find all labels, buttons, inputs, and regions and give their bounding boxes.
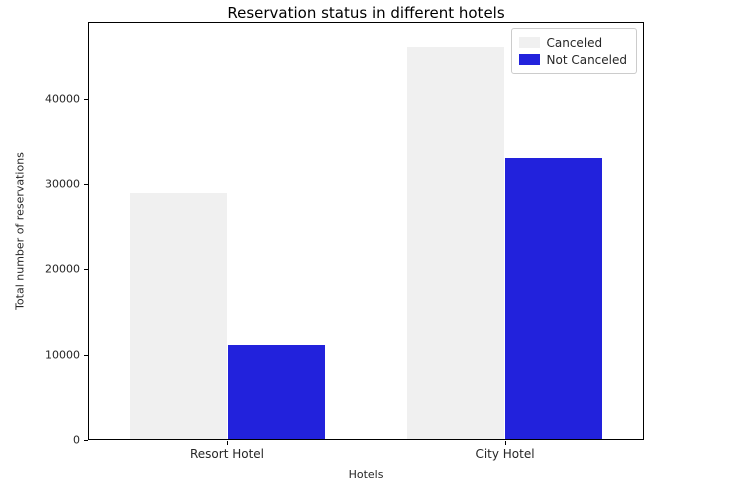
y-tick-label: 30000 xyxy=(45,177,80,191)
bar-city-not-canceled xyxy=(504,157,602,439)
y-tick-mark xyxy=(84,354,88,356)
canceled-swatch-icon xyxy=(518,37,540,48)
x-tick-mark xyxy=(505,441,506,445)
y-tick-mark xyxy=(84,98,88,100)
x-tick-mark xyxy=(227,441,228,445)
y-tick-label: 40000 xyxy=(45,92,80,106)
y-tick-mark xyxy=(84,184,88,186)
not-canceled-swatch-icon xyxy=(518,54,540,65)
plot-area: Canceled Not Canceled xyxy=(88,22,644,440)
legend-label: Canceled xyxy=(546,35,603,50)
x-tick-label-city-hotel: City Hotel xyxy=(475,447,535,461)
y-axis-label: Total number of reservations xyxy=(13,152,27,310)
bar-city-canceled xyxy=(406,46,505,439)
legend-item-not-canceled: Not Canceled xyxy=(518,51,628,68)
legend-label: Not Canceled xyxy=(546,52,628,67)
bar-resort-canceled xyxy=(129,193,228,439)
legend: Canceled Not Canceled xyxy=(510,28,637,74)
y-tick-label: 20000 xyxy=(45,262,80,276)
bar-resort-not-canceled xyxy=(227,344,325,439)
x-axis-label: Hotels xyxy=(348,468,384,481)
y-tick-mark xyxy=(84,269,88,271)
x-tick-label-resort-hotel: Resort Hotel xyxy=(189,447,265,461)
y-tick-label: 10000 xyxy=(45,348,80,362)
chart-title: Reservation status in different hotels xyxy=(227,4,505,22)
y-tick-label: 0 xyxy=(73,433,80,447)
legend-item-canceled: Canceled xyxy=(518,34,628,51)
y-tick-mark xyxy=(84,440,88,441)
